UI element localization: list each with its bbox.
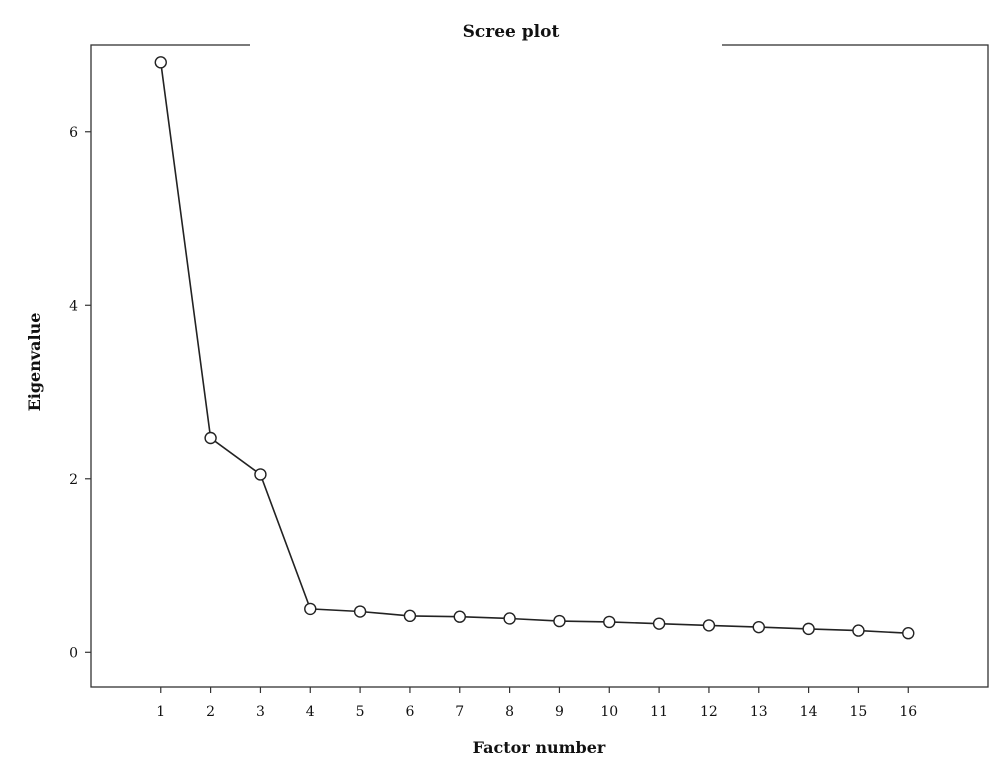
eigenvalue-line (160, 62, 909, 634)
x-tick-label: 5 (356, 704, 365, 720)
x-tick-label: 9 (555, 704, 564, 720)
x-tick-label: 10 (600, 704, 618, 720)
x-axis-label: Factor number (473, 738, 606, 757)
eigenvalue-series (154, 56, 915, 640)
x-tick-label: 8 (505, 704, 514, 720)
x-tick-label: 6 (405, 704, 414, 720)
data-point-marker (154, 56, 167, 69)
x-tick-label: 13 (750, 704, 768, 720)
x-axis-ticks: 1 2 3 4 5 6 7 8 9 10 11 12 13 14 15 16 (156, 687, 917, 720)
data-point-marker (902, 627, 915, 640)
y-tick-label: 4 (69, 298, 78, 314)
x-tick-label: 7 (455, 704, 464, 720)
x-tick-label: 3 (256, 704, 265, 720)
data-point-marker (752, 620, 765, 634)
x-tick-label: 4 (306, 704, 315, 720)
x-tick-label: 15 (850, 704, 868, 720)
y-tick-label: 0 (69, 645, 78, 661)
x-tick-label: 14 (800, 704, 818, 720)
data-point-marker (702, 619, 716, 632)
data-point-marker (353, 605, 367, 618)
y-tick-label: 2 (69, 472, 78, 488)
x-tick-label: 12 (700, 704, 718, 720)
data-point-marker (553, 614, 566, 628)
plot-frame (90, 44, 989, 688)
y-tick-label: 6 (69, 125, 78, 141)
data-point-marker (403, 609, 417, 623)
data-point-marker (852, 624, 865, 637)
data-point-marker (453, 610, 466, 623)
x-tick-label: 2 (206, 704, 215, 720)
x-tick-label: 16 (899, 704, 917, 720)
y-axis-ticks: 0 2 4 6 (69, 125, 91, 661)
x-tick-label: 1 (156, 704, 165, 720)
x-tick-label: 11 (650, 704, 668, 720)
data-point-marker (603, 615, 616, 629)
data-point-marker (254, 468, 267, 481)
data-point-marker (204, 431, 217, 445)
data-point-marker (503, 612, 516, 625)
data-point-marker (304, 602, 317, 616)
chart-title: Scree plot (463, 22, 560, 42)
y-axis-label: Eigenvalue (25, 313, 44, 412)
data-point-marker (652, 617, 666, 630)
data-point-marker (802, 622, 815, 636)
title-backdrop (250, 40, 722, 50)
